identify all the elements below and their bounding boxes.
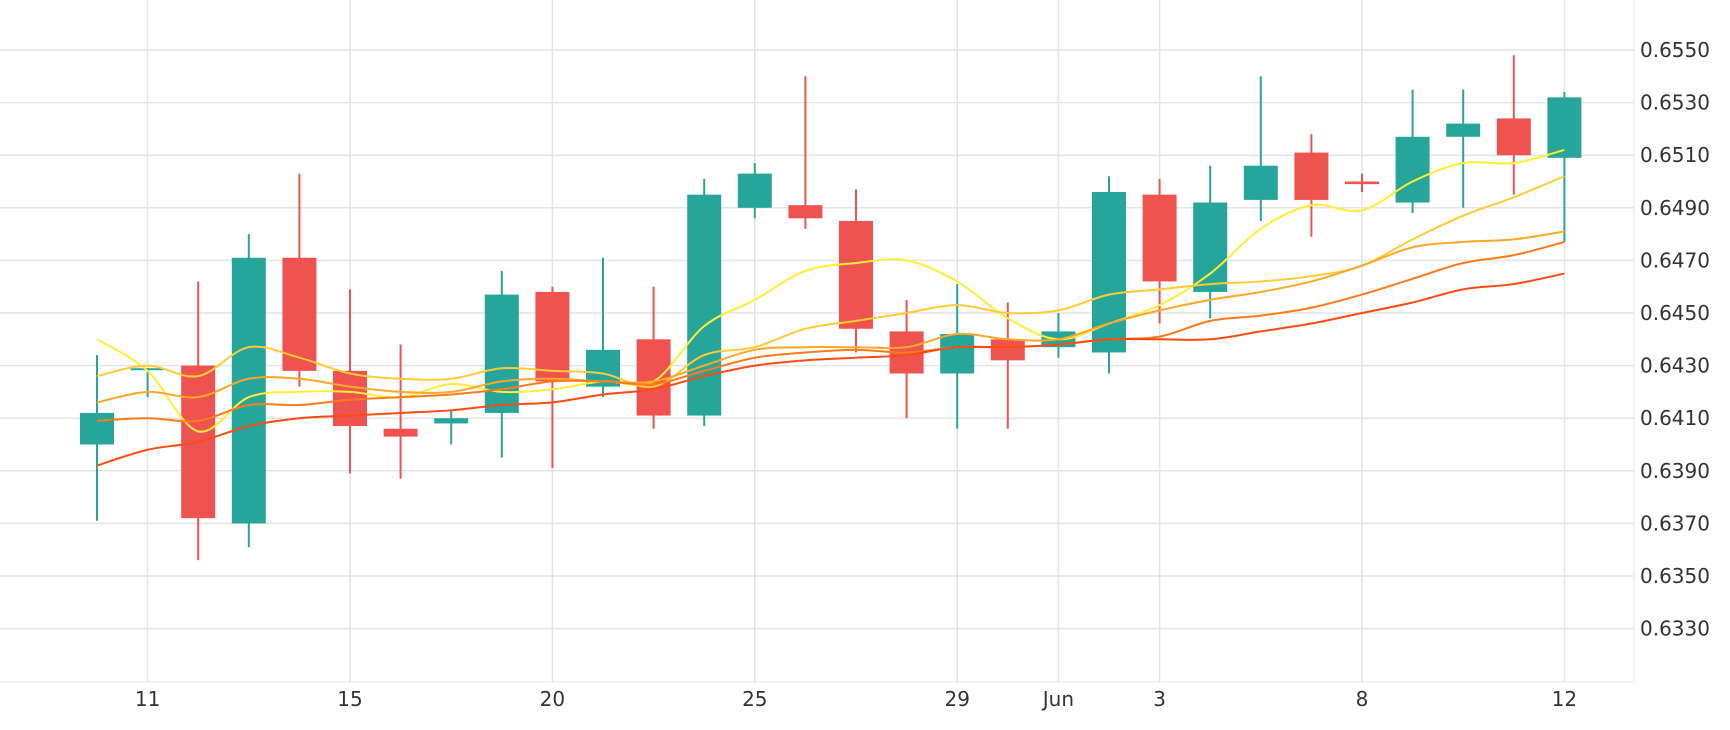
moving-average-line (96, 272, 1565, 467)
candle (788, 76, 823, 229)
y-tick-label: 0.6510 (1640, 143, 1710, 167)
x-tick-label: 11 (135, 687, 160, 711)
candle (1395, 89, 1430, 214)
candle-body-down (636, 339, 671, 416)
y-tick-label: 0.6490 (1640, 196, 1710, 220)
y-tick-label: 0.6370 (1640, 511, 1710, 535)
candle (434, 410, 469, 445)
candle-body-down (990, 339, 1025, 361)
x-tick-label: 25 (742, 687, 767, 711)
candle (687, 178, 722, 427)
candle-body-up (231, 257, 266, 524)
candle-body-down (788, 205, 823, 219)
moving-averages (96, 148, 1565, 467)
candle-body-down (1345, 181, 1379, 185)
candle (1092, 176, 1126, 374)
candle-body-up (687, 194, 722, 416)
candle (80, 355, 114, 521)
moving-average-line (96, 230, 1565, 404)
candle (990, 302, 1025, 429)
candle (282, 173, 317, 387)
candle-body-down (1142, 194, 1177, 282)
candle-body-up (940, 334, 975, 374)
candle-body-up (1547, 97, 1582, 158)
y-tick-label: 0.6470 (1640, 248, 1710, 272)
y-tick-label: 0.6330 (1640, 617, 1710, 641)
candle (383, 344, 418, 479)
candle (1547, 92, 1582, 242)
moving-average-line (96, 241, 1565, 423)
candle (839, 189, 873, 353)
candle (1142, 178, 1177, 324)
candles (80, 55, 1582, 561)
candle (1294, 134, 1329, 237)
x-tick-label: 12 (1552, 687, 1577, 711)
candle-body-down (1496, 118, 1531, 156)
x-tick-label: 29 (944, 687, 969, 711)
candle-body-up (1395, 136, 1430, 203)
candle-body-up (1193, 202, 1228, 292)
candle-body-up (1092, 192, 1126, 353)
moving-average-line (96, 148, 1565, 433)
candle-body-up (130, 368, 165, 371)
y-tick-label: 0.6410 (1640, 406, 1710, 430)
candle-body-up (1243, 165, 1278, 200)
y-tick-label: 0.6390 (1640, 459, 1710, 483)
candle-body-up (1446, 123, 1481, 137)
candle-body-up (80, 412, 114, 445)
y-tick-label: 0.6350 (1640, 564, 1710, 588)
x-tick-label: Jun (1041, 687, 1074, 711)
x-tick-label: 3 (1153, 687, 1166, 711)
candle (535, 286, 570, 469)
candle-body-down (1294, 152, 1329, 200)
x-tick-label: 8 (1356, 687, 1369, 711)
candle (1345, 173, 1379, 193)
candle (231, 234, 266, 548)
y-tick-label: 0.6430 (1640, 354, 1710, 378)
y-tick-label: 0.6550 (1640, 38, 1710, 62)
x-tick-label: 20 (540, 687, 565, 711)
moving-average-line (96, 175, 1565, 389)
candle-body-down (839, 220, 873, 329)
candle-body-down (535, 291, 570, 382)
candle (1193, 165, 1228, 319)
y-tick-label: 0.6530 (1640, 91, 1710, 115)
candle-body-down (282, 257, 317, 371)
candle (636, 286, 671, 429)
candle (1496, 55, 1531, 195)
candle (737, 163, 772, 219)
candle (940, 284, 975, 429)
candle (484, 270, 519, 458)
x-axis-labels: 11 15 20 25 29 Jun 3 8 12 (135, 687, 1577, 711)
candle-body-down (383, 428, 418, 437)
candle-body-up (434, 418, 469, 424)
candle-body-up (484, 294, 519, 413)
x-tick-label: 15 (337, 687, 362, 711)
candle (1243, 76, 1278, 221)
candle-body-up (737, 173, 772, 208)
candle (1446, 89, 1481, 208)
y-tick-label: 0.6450 (1640, 301, 1710, 325)
y-axis-labels: 0.6330 0.6350 0.6370 0.6390 0.6410 0.6430 0.64… (1640, 38, 1710, 641)
